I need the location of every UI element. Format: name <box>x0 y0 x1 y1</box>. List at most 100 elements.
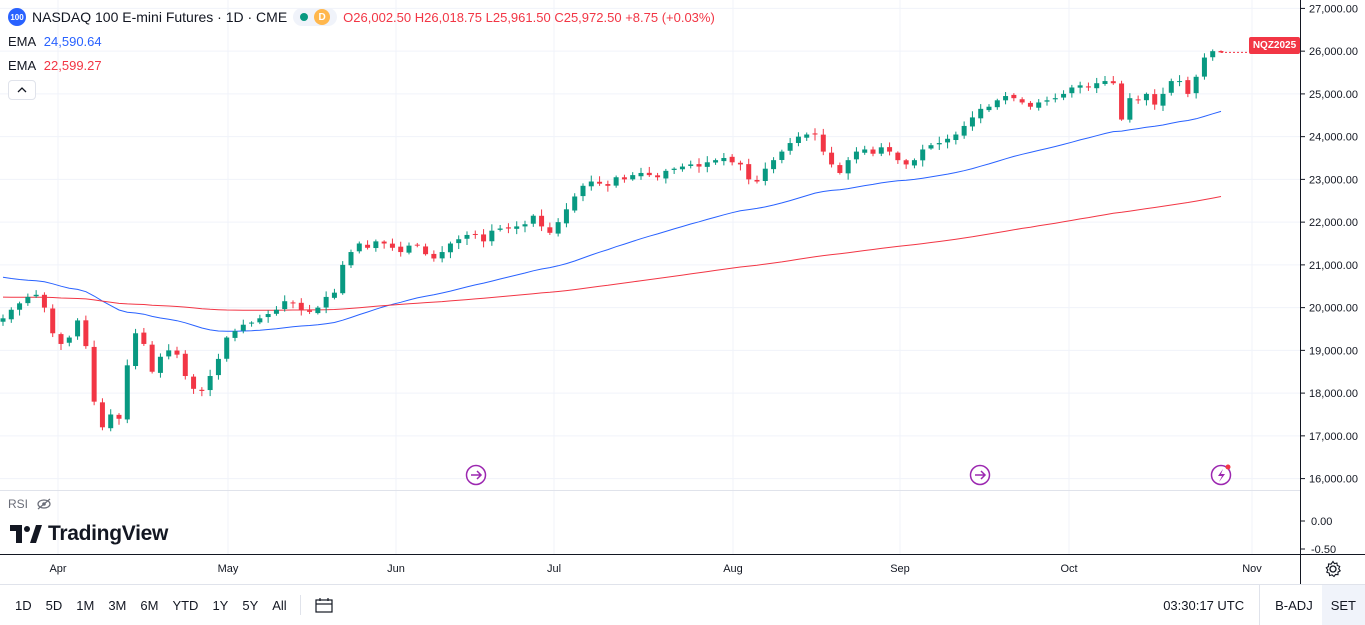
indicator-ema-slow[interactable]: EMA 22,599.27 <box>8 58 102 73</box>
range-1m-button[interactable]: 1M <box>76 597 95 613</box>
session-toggle[interactable]: SET <box>1321 585 1365 625</box>
candle <box>646 166 652 177</box>
candle-body <box>812 133 818 135</box>
candle <box>1102 76 1108 86</box>
candle-body <box>572 196 578 211</box>
market-status-pill[interactable]: D <box>293 8 338 26</box>
candle <box>1127 93 1133 123</box>
time-tick-label: Aug <box>723 563 743 575</box>
candle-body <box>1110 81 1116 84</box>
candle-body <box>638 172 644 177</box>
clock-display[interactable]: 03:30:17 UTC <box>1163 597 1245 613</box>
candle-body <box>920 149 926 161</box>
range-5d-button[interactable]: 5D <box>45 597 63 613</box>
candle <box>887 142 893 156</box>
candle <box>414 242 420 248</box>
candle-body <box>1143 93 1149 101</box>
candle <box>961 121 967 139</box>
candle <box>1094 77 1100 94</box>
candle-body <box>307 310 313 312</box>
candle <box>116 413 122 425</box>
gear-icon[interactable] <box>1324 560 1342 578</box>
ohlc-open: 26,002.50 <box>353 9 412 25</box>
candle <box>365 240 371 250</box>
candle <box>704 156 710 173</box>
candle <box>903 158 909 169</box>
price-tick-label: 20,000.00 <box>1309 303 1358 315</box>
candle <box>787 137 793 155</box>
candlestick-series <box>0 49 1248 432</box>
candle-body <box>895 152 901 161</box>
time-tick-label: Apr <box>49 563 66 575</box>
candle-body <box>1193 76 1199 94</box>
candle <box>25 293 31 306</box>
candle <box>1160 87 1166 112</box>
tradingview-logo[interactable]: TradingView <box>10 522 168 546</box>
candle-body <box>1160 93 1166 106</box>
range-ytd-button[interactable]: YTD <box>172 597 199 613</box>
range-6m-button[interactable]: 6M <box>140 597 159 613</box>
candle-body <box>191 376 197 389</box>
candle <box>381 240 387 249</box>
candle <box>829 146 835 168</box>
indicator-ema-fast[interactable]: EMA 24,590.64 <box>8 34 102 49</box>
candle-body <box>389 243 395 248</box>
lightning-icon[interactable] <box>1210 464 1232 486</box>
ohlc-close: 25,972.50 <box>563 9 622 25</box>
candle <box>348 249 354 269</box>
candle-body <box>149 344 155 372</box>
collapse-legend-button[interactable] <box>8 80 36 100</box>
rsi-tick-label: 0.00 <box>1311 516 1332 528</box>
price-tick-label: 27,000.00 <box>1309 3 1358 15</box>
rsi-pane-label[interactable]: RSI <box>8 497 52 511</box>
candle-body <box>398 246 404 253</box>
candle-body <box>1052 98 1058 100</box>
candle-body <box>704 162 710 167</box>
range-all-button[interactable]: All <box>272 597 287 613</box>
candle <box>953 131 959 145</box>
candle <box>174 346 180 359</box>
ema-fast-line <box>2 110 1222 332</box>
candle <box>555 218 561 237</box>
candle-body <box>17 303 23 310</box>
candle <box>166 344 172 360</box>
candle <box>257 314 263 325</box>
candle <box>133 328 139 370</box>
symbol-logo-icon[interactable]: 100 <box>8 8 26 26</box>
candle-body <box>431 253 437 259</box>
candle-body <box>141 332 147 344</box>
candle <box>356 241 362 254</box>
range-1y-button[interactable]: 1Y <box>212 597 229 613</box>
candle <box>613 175 619 188</box>
adjustment-toggle[interactable]: B-ADJ <box>1275 597 1313 613</box>
range-5y-button[interactable]: 5Y <box>242 597 259 613</box>
candle <box>845 157 851 180</box>
eye-off-icon[interactable] <box>36 498 52 510</box>
forward-arrow-icon[interactable] <box>465 464 487 486</box>
candle-body <box>522 224 528 227</box>
candle-body <box>174 350 180 355</box>
time-tick-label: Jul <box>547 563 561 575</box>
candle <box>1110 76 1116 85</box>
forward-arrow-icon[interactable] <box>969 464 991 486</box>
candle <box>1027 101 1033 110</box>
marker-bolt <box>1218 469 1225 482</box>
range-1d-button[interactable]: 1D <box>15 597 32 613</box>
calendar-icon[interactable] <box>315 597 333 613</box>
candle-body <box>969 117 975 127</box>
time-tick-label: Jun <box>387 563 405 575</box>
candle <box>340 261 346 295</box>
candle <box>1152 89 1158 110</box>
candle <box>1052 93 1058 103</box>
symbol-title[interactable]: NASDAQ 100 E-mini Futures · 1D · CME <box>32 9 288 25</box>
candle-body <box>655 175 661 178</box>
candle <box>945 134 951 149</box>
candle-body <box>199 389 205 391</box>
candle-body <box>133 333 139 367</box>
candle <box>215 353 221 380</box>
range-3m-button[interactable]: 3M <box>108 597 127 613</box>
price-chart[interactable]: 27,000.00 26,000.00 25,000.00 24,000.00 23,0… <box>0 0 1365 584</box>
candle-body <box>340 264 346 294</box>
candle-body <box>630 175 636 180</box>
candle-body <box>1036 102 1042 108</box>
